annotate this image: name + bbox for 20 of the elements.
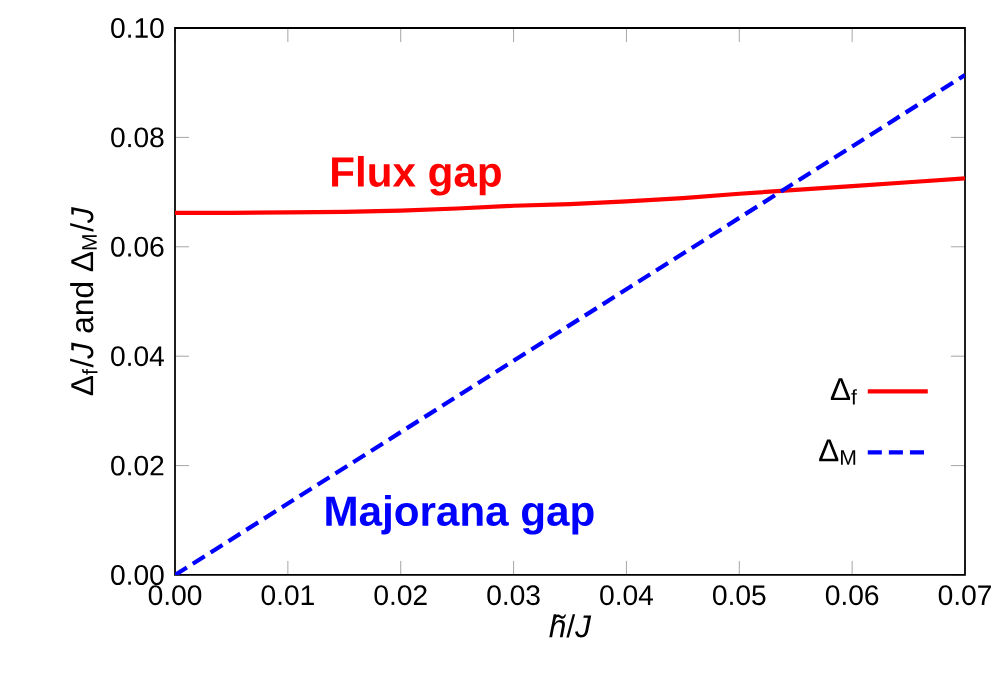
x-tick-label: 0.00 <box>148 585 202 606</box>
x-tick-label: 0.04 <box>600 585 653 606</box>
y-tick-label: 0.02 <box>111 455 164 476</box>
x-tick-label: 0.05 <box>713 585 766 606</box>
y-tick-label: 0.04 <box>111 346 164 367</box>
x-tick-label: 0.01 <box>261 585 314 606</box>
annotation: Flux gap <box>332 155 501 196</box>
y-axis-title: Δ$_{f}$/J and Δ$_{M}$/J <box>70 206 98 396</box>
y-tick-label: 0.10 <box>111 18 164 38</box>
x-axis-title: h̃/J <box>549 614 592 638</box>
x-tick-label: 0.06 <box>825 585 879 606</box>
y-tick-label: 0.06 <box>111 236 164 257</box>
y-tick-label: 0.00 <box>111 565 164 585</box>
y-tick-label: 0.08 <box>111 127 164 148</box>
x-tick-label: 0.03 <box>487 585 540 606</box>
x-tick-label: 0.07 <box>938 585 991 606</box>
legend-label: Δ$_{M}$ <box>819 439 856 465</box>
x-tick-label: 0.02 <box>374 585 427 606</box>
legend-label: Δ$_{f}$ <box>830 378 857 405</box>
annotation: Majorana gap <box>326 495 594 535</box>
